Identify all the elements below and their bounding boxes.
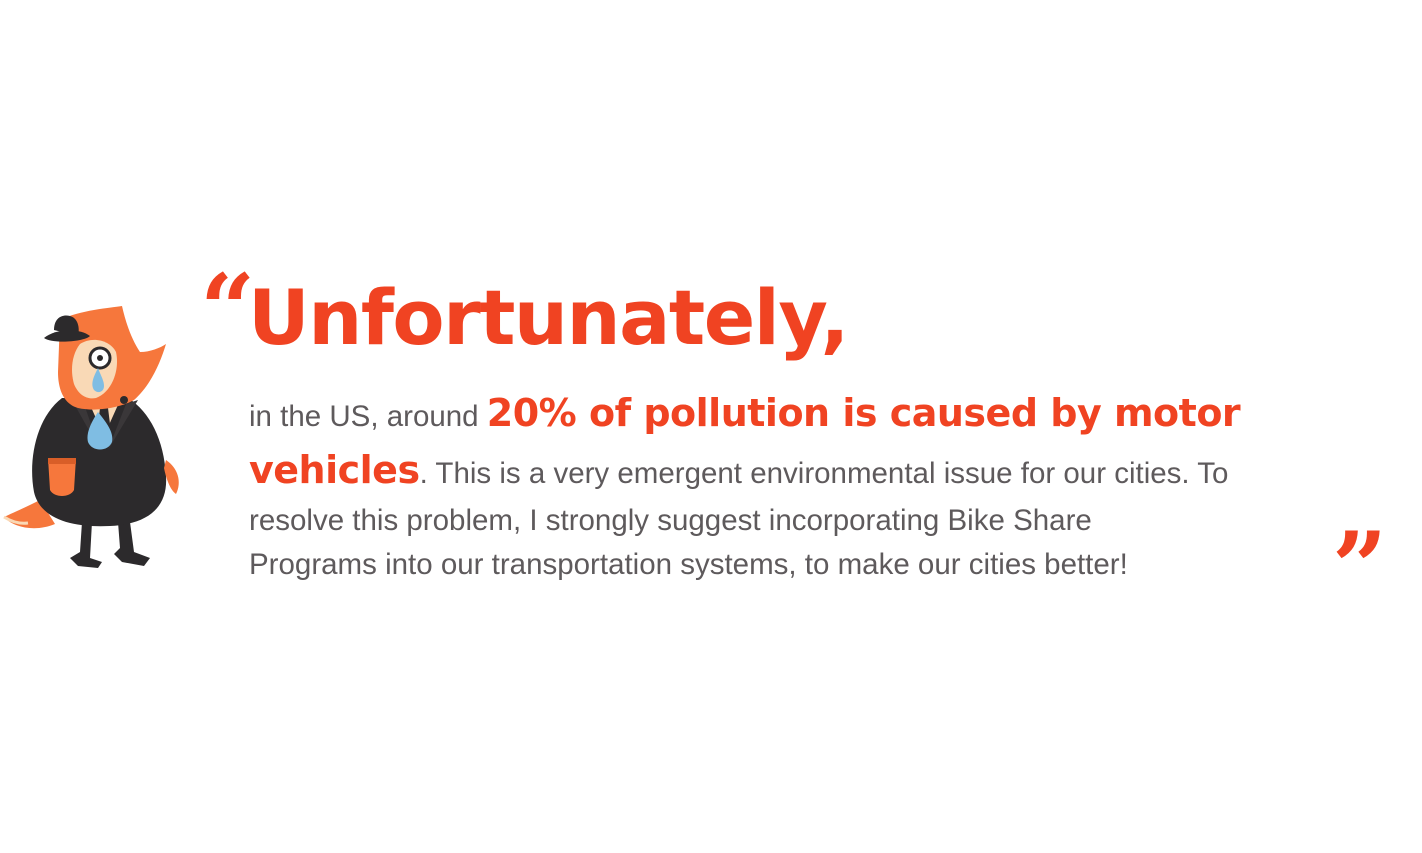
tear-drops-icon xyxy=(87,368,113,450)
quote-line-2-rest: . This is a very emergent environmental … xyxy=(419,457,1229,490)
quote-body: in the US, around 20% of pollution is ca… xyxy=(249,385,1389,587)
quote-highlight: 20% of pollution is caused by motor xyxy=(486,391,1241,435)
quote-line-3: resolve this problem, I strongly suggest… xyxy=(249,504,1092,537)
close-quote-mark: ” xyxy=(1332,511,1388,624)
fox-legs xyxy=(70,522,150,568)
crying-fox-illustration xyxy=(3,306,179,568)
bowler-hat-icon xyxy=(44,315,90,342)
quote-highlight-continued: vehicles xyxy=(249,448,420,492)
quote-line-4: Programs into our transportation systems… xyxy=(249,548,1128,581)
quote-headline: Unfortunately, xyxy=(248,273,849,362)
open-quote-mark: “ xyxy=(200,253,256,366)
fox-head xyxy=(58,306,166,410)
fox-suit xyxy=(32,396,179,527)
quote-line-2: vehicles. This is a very emergent enviro… xyxy=(249,441,1389,499)
quote-line-1: in the US, around 20% of pollution is ca… xyxy=(249,385,1389,441)
quote-intro: in the US, around xyxy=(249,400,487,433)
